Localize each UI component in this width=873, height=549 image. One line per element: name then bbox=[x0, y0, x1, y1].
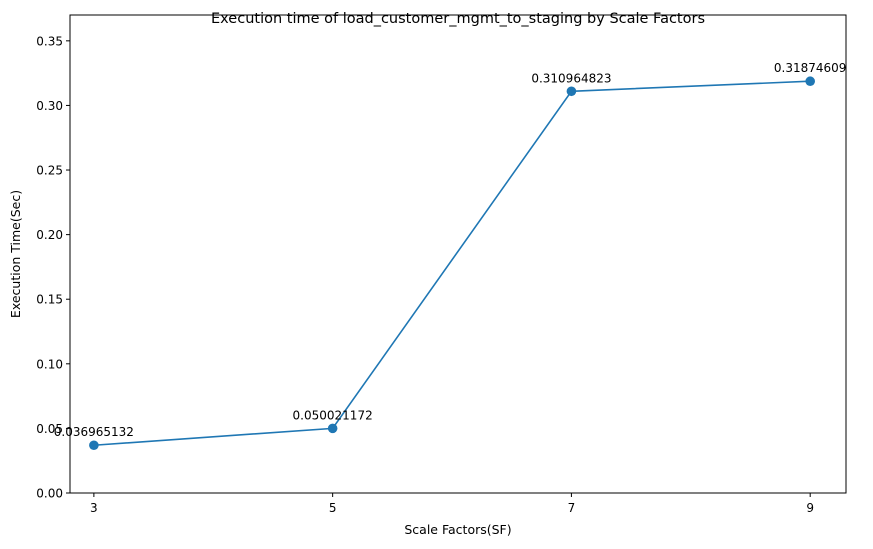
y-tick-label: 0.10 bbox=[36, 357, 63, 371]
data-point bbox=[566, 86, 577, 97]
plot-area-frame bbox=[69, 14, 847, 494]
series-layer bbox=[89, 76, 815, 451]
data-point bbox=[805, 76, 815, 87]
y-tick-label: 0.05 bbox=[36, 422, 63, 436]
x-tick-label: 3 bbox=[90, 501, 98, 515]
data-point-label: 0.036965132 bbox=[54, 425, 134, 439]
data-point bbox=[327, 423, 338, 434]
x-tick-label: 5 bbox=[329, 501, 337, 515]
y-tick-label: 0.20 bbox=[36, 228, 63, 242]
x-tick-label: 9 bbox=[806, 501, 814, 515]
data-label-layer: 0.036965132 0.050021172 0.310964823 0.31874… bbox=[54, 61, 847, 439]
chart-title: Execution time of load_customer_mgmt_to_… bbox=[211, 11, 705, 27]
data-point-label: 0.31874609 bbox=[774, 61, 847, 75]
x-tick-label: 7 bbox=[568, 501, 576, 515]
y-tick-label: 0.15 bbox=[36, 293, 63, 307]
data-point-label: 0.050021172 bbox=[293, 408, 373, 422]
data-point-label: 0.310964823 bbox=[531, 71, 611, 85]
y-axis-ticks: 0.00 0.05 0.10 0.15 0.20 0.25 0.30 0.35 bbox=[36, 34, 70, 501]
y-tick-label: 0.35 bbox=[36, 34, 63, 48]
data-point bbox=[89, 440, 99, 451]
x-axis-label: Scale Factors(SF) bbox=[404, 522, 511, 537]
y-axis-label: Execution Time(Sec) bbox=[8, 190, 23, 318]
y-tick-label: 0.25 bbox=[36, 164, 63, 178]
y-tick-label: 0.30 bbox=[36, 99, 63, 113]
x-axis-ticks: 3 5 7 9 bbox=[90, 493, 814, 515]
y-tick-label: 0.00 bbox=[36, 487, 63, 501]
series-line bbox=[93, 80, 811, 447]
